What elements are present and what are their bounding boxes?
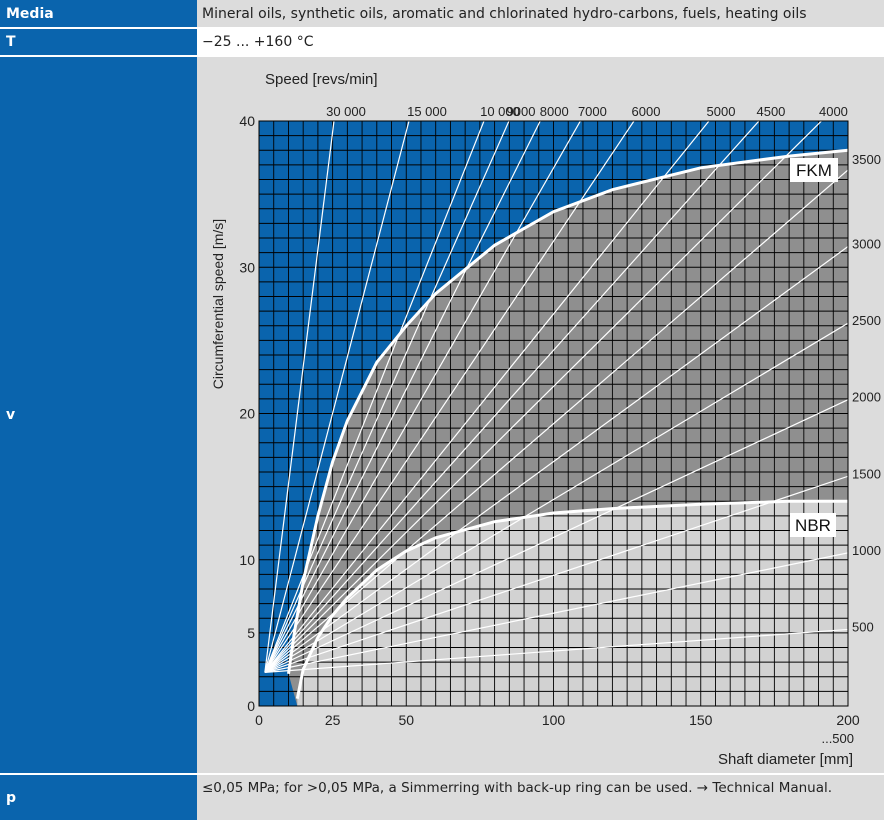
speed-label: v [0,57,197,773]
row-separator [0,55,884,57]
temperature-label: T [0,29,197,55]
speed-line [264,322,848,673]
series-label-box [790,158,838,182]
speed-label-right: 3500 [852,152,881,167]
speed-line [264,121,410,673]
speed-label-top: 6000 [632,104,661,119]
speed-label-top: 4000 [819,104,848,119]
speed-label-right: 3000 [852,237,881,252]
y-tick-label: 30 [239,259,255,275]
chart-title: Speed [revs/min] [265,71,378,88]
y-tick-label: 20 [239,406,255,422]
speed-line [264,121,541,673]
speed-line [264,246,848,673]
media-value: Mineral oils, synthetic oils, aromatic a… [197,0,884,27]
series-label: FKM [796,161,832,180]
x-extra-label: ...500 [821,731,854,746]
pressure-value: ≤0,05 MPa; for >0,05 MPa, a Simmerring w… [197,775,884,820]
speed-label-top: 10 000 [480,104,520,119]
x-axis-label: Shaft diameter [mm] [718,751,853,768]
fkm-curve [287,148,849,675]
x-tick-label: 25 [325,712,341,728]
media-row: Media Mineral oils, synthetic oils, arom… [0,0,884,27]
speed-label-top: 4500 [756,104,785,119]
speed-label-top: 7000 [578,104,607,119]
nbr-curve [295,499,848,699]
speed-line [264,121,510,673]
speed-line [264,121,581,673]
x-tick-label: 0 [255,712,263,728]
speed-label-top: 15 000 [407,104,447,119]
grid [259,121,848,706]
temperature-value: −25 ... +160 °C [197,29,884,55]
speed-line [264,121,710,673]
speed-line [264,121,760,673]
row-separator [0,773,884,775]
pressure-label: p [0,775,197,820]
speed-label-top: 5000 [707,104,736,119]
speed-line [264,121,635,673]
speed-label-right: 1500 [852,466,881,481]
speed-label-top: 30 000 [326,104,366,119]
series-label: NBR [795,516,831,535]
y-tick-label: 10 [239,552,255,568]
plot-frame [258,120,849,707]
speed-label-right: 2000 [852,390,881,405]
x-tick-label: 50 [398,712,414,728]
speed-label-right: 1000 [852,543,881,558]
y-axis-label: Circumferential speed [m/s] [210,219,226,389]
speed-line [264,121,485,673]
speed-line [264,475,848,673]
speed-line [264,628,848,673]
speed-label-top: 8000 [540,104,569,119]
speed-line [264,121,335,673]
y-tick-label: 0 [247,698,255,714]
temperature-row: T −25 ... +160 °C [0,29,884,55]
speed-label-top: 9000 [507,104,536,119]
speed-lines [264,121,848,673]
x-tick-label: 200 [836,712,860,728]
speed-line [264,169,848,673]
x-tick-label: 150 [689,712,713,728]
x-tick-label: 100 [542,712,566,728]
speed-label-right: 2500 [852,313,881,328]
speed-line [264,552,848,673]
row-separator [0,27,884,29]
y-tick-label: 5 [247,625,255,641]
series-label-box [790,513,836,537]
speed-line [264,399,848,673]
y-tick-label: 40 [239,113,255,129]
speed-label-right: 500 [852,619,874,634]
media-label: Media [0,0,197,27]
speed-line [264,121,822,673]
pressure-row: p ≤0,05 MPa; for >0,05 MPa, a Simmerring… [0,775,884,820]
